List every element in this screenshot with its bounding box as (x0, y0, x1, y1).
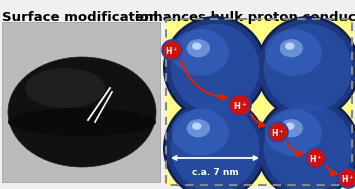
Circle shape (162, 40, 182, 60)
Ellipse shape (265, 109, 322, 156)
Ellipse shape (187, 119, 210, 137)
Ellipse shape (192, 43, 202, 50)
Circle shape (171, 24, 259, 112)
Circle shape (264, 24, 352, 112)
Text: enhances bulk proton conductivity: enhances bulk proton conductivity (135, 11, 355, 24)
Ellipse shape (192, 122, 202, 130)
Circle shape (258, 19, 355, 117)
Circle shape (165, 19, 264, 117)
Ellipse shape (187, 39, 210, 57)
FancyBboxPatch shape (165, 18, 353, 186)
Circle shape (256, 96, 355, 189)
Text: c.a. 7 nm: c.a. 7 nm (192, 168, 238, 177)
Circle shape (264, 104, 352, 189)
Text: H$^+$: H$^+$ (341, 173, 355, 185)
Circle shape (338, 168, 355, 188)
Text: H$^+$: H$^+$ (165, 45, 179, 57)
Text: H$^+$: H$^+$ (271, 127, 285, 139)
Circle shape (163, 16, 267, 120)
Ellipse shape (25, 68, 105, 108)
Ellipse shape (172, 109, 229, 156)
Text: H$^+$: H$^+$ (309, 153, 323, 165)
Circle shape (258, 99, 355, 189)
FancyArrowPatch shape (173, 156, 257, 160)
Text: H$^+$: H$^+$ (233, 100, 247, 112)
Circle shape (256, 16, 355, 120)
Circle shape (171, 104, 259, 189)
Circle shape (163, 96, 267, 189)
Circle shape (229, 94, 251, 116)
FancyArrowPatch shape (251, 115, 265, 127)
Circle shape (268, 122, 288, 142)
Text: Surface modification: Surface modification (2, 11, 158, 24)
Ellipse shape (285, 122, 295, 130)
Circle shape (165, 99, 264, 189)
Ellipse shape (172, 29, 229, 76)
Ellipse shape (280, 119, 303, 137)
Ellipse shape (8, 57, 156, 167)
FancyArrowPatch shape (287, 143, 303, 156)
Ellipse shape (280, 39, 303, 57)
FancyArrowPatch shape (181, 61, 227, 100)
FancyArrowPatch shape (327, 166, 337, 176)
Circle shape (306, 148, 326, 168)
FancyBboxPatch shape (2, 22, 160, 182)
Ellipse shape (265, 29, 322, 76)
Ellipse shape (285, 43, 295, 50)
Ellipse shape (8, 108, 156, 136)
